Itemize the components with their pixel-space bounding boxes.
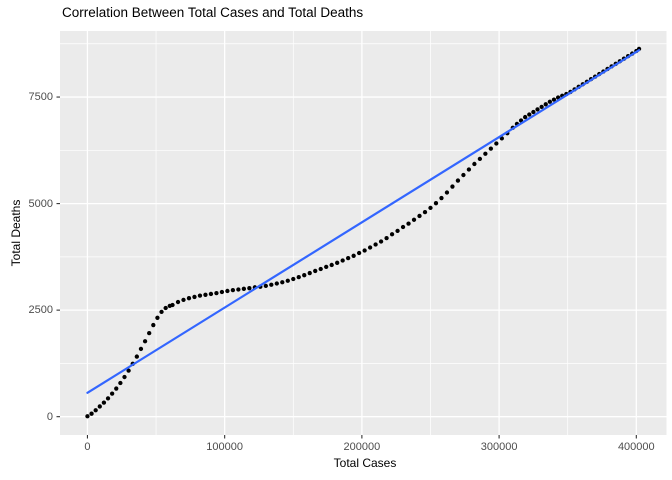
y-tick-label: 0 <box>46 410 53 423</box>
scatter-points <box>85 46 642 419</box>
chart-title: Correlation Between Total Cases and Tota… <box>62 5 364 20</box>
x-tick-label: 200000 <box>343 441 381 453</box>
axis-tick-marks <box>56 96 637 439</box>
y-tick-label: 2500 <box>28 304 53 317</box>
gridlines-minor <box>60 31 667 435</box>
y-tick-label: 5000 <box>28 197 53 210</box>
y-axis-title: Total Deaths <box>9 199 23 267</box>
regression-line <box>86 49 641 394</box>
x-tick-label: 300000 <box>480 441 518 453</box>
x-axis-title: Total Cases <box>333 456 397 470</box>
x-tick-label: 100000 <box>206 441 244 453</box>
x-tick-label: 400000 <box>617 441 655 453</box>
gridlines-major <box>60 31 667 435</box>
x-tick-label: 0 <box>84 441 91 453</box>
y-tick-label: 7500 <box>28 91 53 104</box>
panel-background <box>60 31 667 435</box>
